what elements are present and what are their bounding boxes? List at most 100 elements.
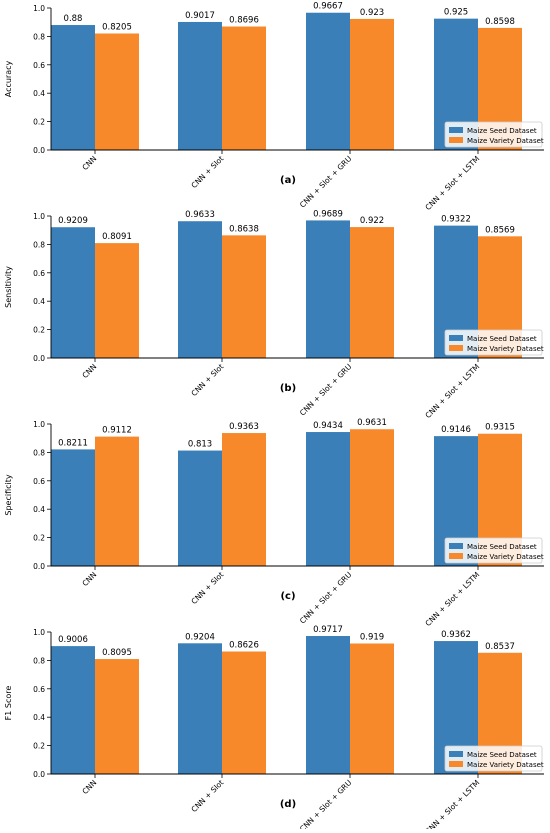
bar [222, 651, 266, 774]
y-tick-label: 0.0 [33, 562, 45, 571]
y-tick-label: 0.6 [33, 61, 45, 70]
y-tick-label: 0.0 [33, 354, 45, 363]
data-label: 0.8091 [102, 232, 132, 242]
x-tick-label: CNN + Slot [189, 778, 225, 814]
data-label: 0.925 [444, 8, 468, 18]
data-label: 0.8205 [102, 22, 132, 32]
legend: Maize Seed Dataset Maize Variety Dataset [444, 121, 544, 148]
y-tick-label: 0.4 [33, 89, 45, 98]
y-tick-label: 0.2 [33, 742, 45, 751]
data-label: 0.9362 [441, 630, 471, 640]
data-label: 0.9434 [313, 421, 343, 431]
data-label: 0.8095 [102, 648, 132, 658]
panel-label: (c) [280, 591, 295, 602]
panel-b: 0.9209 0.8091 0.9633 0.8638 0.9689 0.922 0.932… [4, 209, 544, 420]
panel-c: 0.8211 0.9112 0.813 0.9363 0.9434 0.9631 0.914… [4, 418, 544, 628]
legend-label: Maize Variety Dataset [467, 761, 544, 769]
bar [222, 26, 266, 150]
y-tick-label: 0.8 [33, 656, 45, 665]
bar [95, 436, 139, 566]
bar [306, 220, 350, 358]
data-label: 0.813 [188, 440, 212, 450]
y-tick-label: 0.0 [33, 770, 45, 779]
legend: Maize Seed Dataset Maize Variety Dataset [444, 537, 544, 564]
legend-box [444, 745, 543, 772]
data-label: 0.8211 [58, 438, 88, 448]
data-label: 0.919 [360, 633, 384, 643]
legend: Maize Seed Dataset Maize Variety Dataset [444, 745, 544, 772]
legend-swatch [449, 335, 463, 341]
y-tick-label: 0.4 [33, 505, 45, 514]
y-tick-label: 0.6 [33, 477, 45, 486]
bar [222, 235, 266, 358]
y-tick-label: 0.8 [33, 448, 45, 457]
data-label: 0.9006 [58, 635, 88, 645]
data-label: 0.9315 [485, 423, 515, 433]
legend-swatch [449, 761, 463, 767]
y-tick-label: 0.8 [33, 32, 45, 41]
data-label: 0.9631 [357, 418, 387, 428]
data-label: 0.8598 [485, 17, 515, 27]
y-tick-label: 0.8 [33, 240, 45, 249]
y-tick-label: 1.0 [33, 628, 45, 637]
legend-swatch [449, 751, 463, 757]
data-label: 0.9209 [58, 216, 88, 226]
data-label: 0.8569 [485, 225, 515, 235]
data-label: 0.9204 [185, 632, 215, 642]
y-tick-label: 1.0 [33, 420, 45, 429]
legend: Maize Seed Dataset Maize Variety Dataset [444, 329, 544, 356]
data-label: 0.9112 [102, 426, 132, 436]
x-tick-label: CNN + Slot + LSTM [423, 154, 481, 212]
data-label: 0.9363 [229, 422, 259, 432]
y-tick-label: 0.2 [33, 534, 45, 543]
bar [178, 643, 222, 774]
panel-d: 0.9006 0.8095 0.9204 0.8626 0.9717 0.919 0.936… [4, 625, 544, 833]
x-tick-label: CNN + Slot + GRU [298, 570, 353, 625]
bar [350, 429, 394, 566]
bar [350, 643, 394, 774]
bar [178, 21, 222, 150]
legend-label: Maize Seed Dataset [467, 335, 537, 343]
legend-label: Maize Seed Dataset [467, 543, 537, 551]
bar [95, 33, 139, 150]
x-tick-label: CNN + Slot + LSTM [423, 570, 481, 628]
bar [51, 227, 95, 358]
x-tick-label: CNN [80, 362, 98, 380]
y-tick-label: 0.4 [33, 297, 45, 306]
legend-box [444, 329, 543, 356]
bar [95, 659, 139, 774]
x-tick-label: CNN + Slot + GRU [298, 154, 353, 209]
legend-label: Maize Variety Dataset [467, 553, 544, 561]
data-label: 0.8537 [485, 642, 515, 652]
bar [350, 227, 394, 358]
y-axis-label: Specificity [4, 474, 13, 515]
x-tick-label: CNN + Slot + LSTM [423, 362, 481, 420]
legend-swatch [449, 137, 463, 143]
data-label: 0.88 [64, 14, 83, 24]
x-tick-label: CNN + Slot [189, 154, 225, 190]
bar [306, 636, 350, 774]
panel-label: (d) [280, 799, 296, 810]
legend-swatch [449, 553, 463, 559]
legend-box [444, 121, 543, 148]
panel-label: (a) [280, 175, 296, 186]
data-label: 0.9667 [313, 2, 343, 12]
y-tick-label: 0.0 [33, 146, 45, 155]
bar [178, 221, 222, 358]
x-tick-label: CNN [80, 570, 98, 588]
y-axis-label: Accuracy [4, 60, 13, 97]
panel-a: 0.88 0.8205 0.9017 0.8696 0.9667 0.923 0.925 0.… [4, 2, 544, 212]
data-label: 0.923 [360, 8, 384, 18]
panel-label: (b) [280, 383, 296, 394]
bar [178, 450, 222, 566]
bar [306, 432, 350, 566]
bar [306, 12, 350, 150]
x-tick-label: CNN [80, 154, 98, 172]
y-tick-label: 1.0 [33, 4, 45, 13]
x-tick-label: CNN + Slot [189, 362, 225, 398]
legend-label: Maize Seed Dataset [467, 751, 537, 759]
x-tick-label: CNN + Slot + GRU [298, 778, 353, 829]
x-tick-label: CNN [80, 778, 98, 796]
legend-swatch [449, 543, 463, 549]
